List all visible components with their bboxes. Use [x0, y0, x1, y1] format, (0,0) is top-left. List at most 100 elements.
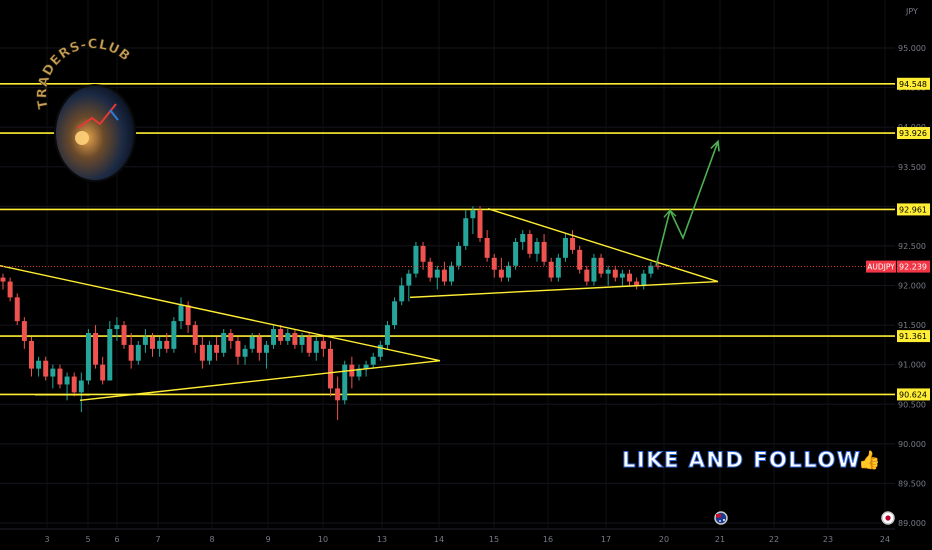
time-tick-label: 8 — [209, 535, 214, 544]
projection-arrowhead-small — [663, 209, 677, 218]
current-price-label: 92.239 — [899, 263, 927, 272]
time-tick-label: 7 — [155, 535, 160, 544]
candle-body — [648, 265, 654, 274]
candle-body — [263, 344, 269, 353]
candle-body — [278, 329, 284, 341]
candle-body — [78, 380, 84, 393]
candle-body — [57, 368, 63, 385]
level-badge — [897, 203, 930, 216]
candle-body — [619, 273, 625, 278]
candle-body — [534, 241, 540, 254]
candle-body — [164, 340, 170, 349]
level-label: 94.548 — [899, 80, 927, 89]
candle-body — [285, 333, 291, 341]
candle-body — [221, 333, 227, 353]
candle-body — [377, 344, 383, 357]
candle-body — [577, 249, 583, 270]
candle-body — [441, 269, 447, 282]
candle-body — [157, 340, 163, 349]
candle-body — [228, 333, 234, 341]
candle-body — [370, 356, 376, 365]
trendline-drawings — [0, 139, 895, 401]
time-tick-label: 13 — [377, 535, 387, 544]
time-tick-label: 6 — [114, 535, 119, 544]
candle-body — [612, 269, 618, 278]
time-tick-label: 15 — [489, 535, 499, 544]
candle-body — [384, 325, 390, 345]
candle-body — [527, 234, 533, 254]
candle-body — [185, 305, 191, 326]
candle-body — [50, 368, 56, 377]
horizontal-levels — [0, 82, 895, 396]
candle-body — [21, 321, 27, 341]
promo-callout: LIKE AND FOLLOW 👍 — [622, 448, 881, 473]
candle-body — [114, 325, 120, 330]
price-tick-label: 93.500 — [898, 163, 926, 172]
time-tick-label: 16 — [543, 535, 553, 544]
time-tick-label: 3 — [44, 535, 49, 544]
australia-flag-icon[interactable] — [714, 511, 728, 525]
candle-body — [641, 273, 647, 286]
candle-body — [107, 329, 113, 381]
time-tick-label: 9 — [265, 535, 270, 544]
candle-body — [335, 388, 341, 401]
candle-body — [513, 241, 519, 266]
level-badge — [897, 77, 930, 90]
candle-body — [0, 277, 6, 282]
time-tick-label: 5 — [85, 535, 90, 544]
candle-body — [463, 218, 469, 246]
candle-body — [292, 333, 298, 345]
candle-body — [356, 368, 362, 377]
price-tick-label: 95.000 — [898, 44, 926, 53]
level-label: 90.624 — [899, 390, 927, 399]
triangle2-lower — [409, 280, 719, 299]
price-tick-label: 91.500 — [898, 321, 926, 330]
time-tick-label: 24 — [880, 535, 890, 544]
candle-body — [71, 376, 77, 393]
candle-body — [605, 269, 611, 274]
candle-body — [171, 321, 177, 349]
price-tick-label: 92.500 — [898, 242, 926, 251]
candle-body — [541, 241, 547, 262]
price-axis[interactable] — [895, 0, 932, 550]
candle-body — [256, 336, 262, 353]
price-tick-label: 89.000 — [898, 519, 926, 528]
candle-body — [135, 344, 141, 361]
candle-body — [470, 210, 476, 219]
time-axis-ticks[interactable]: 3 5 6 7 8 9 10 13 14 15 16 17 20 21 22 23 24 — [44, 535, 890, 544]
level-badge — [897, 330, 930, 343]
candle-body — [491, 257, 497, 270]
candle-body — [313, 340, 319, 353]
candle-body — [249, 336, 255, 349]
thumbs-up-icon: 👍 — [858, 449, 880, 471]
candle-body — [420, 245, 426, 262]
candle-body — [413, 245, 419, 274]
candles — [0, 206, 661, 421]
candle-body — [570, 238, 576, 250]
candle-body — [342, 364, 348, 401]
level-badges: 94.548 93.926 92.961 91.361 90.624 — [897, 77, 930, 401]
currency-label: JPY — [905, 7, 918, 16]
candle-body — [93, 333, 99, 365]
time-tick-label: 20 — [659, 535, 669, 544]
candle-body — [128, 344, 134, 361]
candle-body — [214, 344, 220, 353]
promo-text: LIKE AND FOLLOW — [622, 448, 861, 472]
candle-body — [242, 348, 248, 357]
level-label: 92.961 — [899, 205, 927, 214]
candle-body — [634, 281, 640, 286]
candle-body — [598, 257, 604, 274]
triangle1-lower — [79, 360, 441, 401]
candle-body — [142, 336, 148, 345]
candle-body — [392, 301, 398, 326]
candle-body — [299, 336, 305, 345]
candle-body — [498, 269, 504, 278]
price-tick-label: 90.000 — [898, 440, 926, 449]
candle-body — [28, 340, 34, 369]
candle-body — [584, 269, 590, 282]
japan-flag-icon[interactable] — [881, 511, 895, 525]
candle-body — [150, 336, 156, 349]
candle-body — [562, 238, 568, 258]
time-tick-label: 17 — [601, 535, 611, 544]
